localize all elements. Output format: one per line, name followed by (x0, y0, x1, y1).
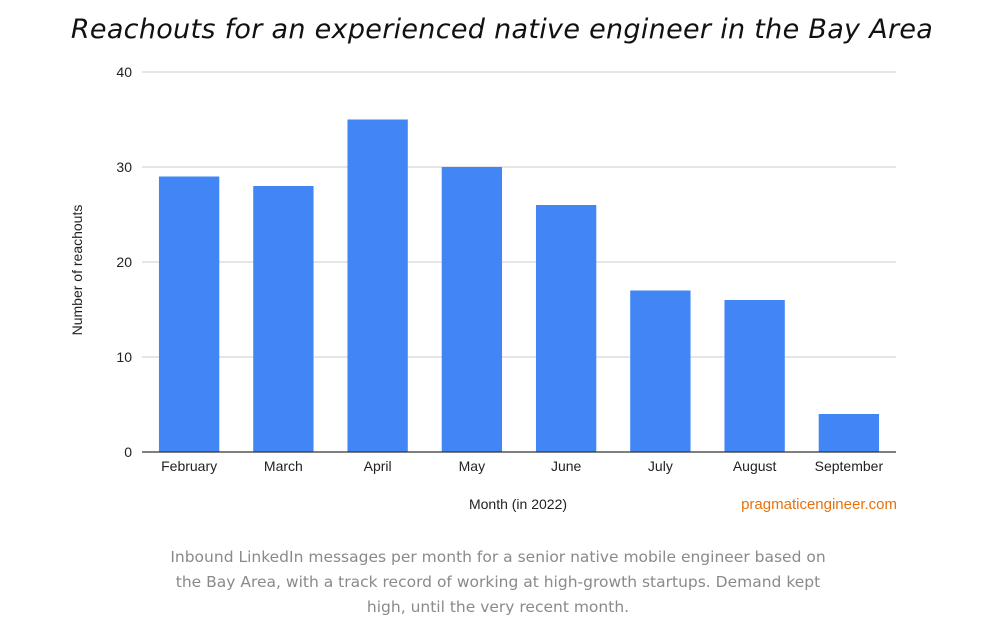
source-watermark[interactable]: pragmaticengineer.com (741, 496, 897, 513)
bar-july (630, 290, 691, 452)
y-tick-labels: 0 10 20 30 40 (116, 64, 132, 460)
bar-may (441, 167, 503, 452)
y-tick-label: 0 (124, 444, 132, 460)
y-tick-label: 30 (116, 159, 132, 175)
bars (158, 119, 880, 452)
x-tick-label: February (161, 458, 217, 474)
x-tick-labels: February March April May June July August Septe… (161, 458, 883, 474)
bar-march (253, 186, 314, 452)
x-tick-label: March (264, 458, 303, 474)
x-tick-label: May (459, 458, 485, 474)
y-tick-label: 10 (116, 349, 132, 365)
x-tick-label: June (551, 458, 582, 474)
bar-april (347, 119, 408, 452)
x-axis-label: Month (in 2022) (469, 496, 567, 512)
x-tick-label: September (815, 458, 884, 474)
bar-june (535, 205, 597, 452)
x-tick-label: April (364, 458, 392, 474)
y-axis-label: Number of reachouts (69, 205, 85, 336)
bar-february (158, 176, 220, 452)
figure-caption: Inbound LinkedIn messages per month for … (170, 548, 826, 616)
x-tick-label: July (648, 458, 673, 474)
y-tick-label: 40 (116, 64, 132, 80)
bar-august (724, 300, 785, 452)
y-tick-label: 20 (116, 254, 132, 270)
x-tick-label: August (733, 458, 777, 474)
bar-september (818, 414, 880, 452)
chart-title: Reachouts for an experienced native engi… (70, 14, 934, 45)
